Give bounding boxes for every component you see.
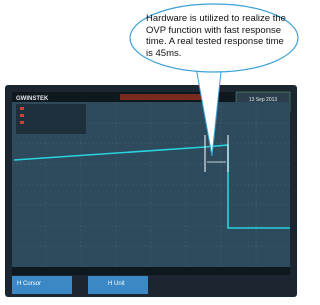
button-label: H Unit	[108, 281, 125, 287]
time-bar	[120, 94, 210, 100]
readout-markers	[20, 107, 24, 124]
status-bar	[12, 267, 290, 275]
readout-box	[16, 104, 86, 134]
callout-text: Hardware is utilized to realize the OVP …	[146, 13, 286, 59]
callout-join	[197, 60, 221, 66]
page: GWINSTEK 13 Sep 2013 H Cursor H Unit Har…	[0, 0, 302, 305]
button-label: H Cursor	[17, 281, 41, 287]
brand: GWINSTEK	[16, 96, 49, 102]
